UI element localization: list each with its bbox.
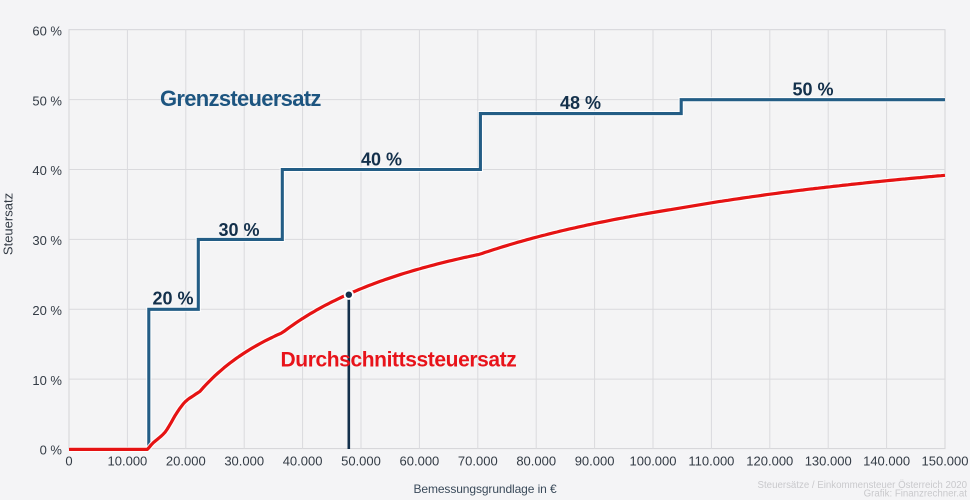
svg-text:0 %: 0 % — [40, 443, 63, 458]
svg-text:0: 0 — [65, 454, 72, 469]
svg-text:Durchschnittssteuersatz: Durchschnittssteuersatz — [281, 349, 517, 372]
svg-text:20.000: 20.000 — [166, 454, 206, 469]
svg-text:20 %: 20 % — [152, 289, 193, 309]
svg-text:60 %: 60 % — [32, 24, 62, 39]
svg-text:30 %: 30 % — [218, 220, 259, 240]
svg-text:140.000: 140.000 — [863, 454, 910, 469]
svg-text:Grafik: Finanzrechner.at: Grafik: Finanzrechner.at — [864, 489, 968, 500]
svg-text:100.000: 100.000 — [630, 454, 677, 469]
svg-text:Grenzsteuersatz: Grenzsteuersatz — [160, 86, 321, 111]
svg-text:120.000: 120.000 — [746, 454, 793, 469]
svg-text:50.000: 50.000 — [341, 454, 381, 469]
svg-text:50 %: 50 % — [792, 79, 833, 99]
svg-text:30 %: 30 % — [32, 233, 62, 248]
svg-text:40 %: 40 % — [32, 163, 62, 178]
svg-text:90.000: 90.000 — [575, 454, 615, 469]
svg-text:60.000: 60.000 — [400, 454, 440, 469]
svg-text:30.000: 30.000 — [224, 454, 264, 469]
svg-text:10.000: 10.000 — [108, 454, 148, 469]
svg-text:130.000: 130.000 — [805, 454, 852, 469]
svg-text:Steuersatz: Steuersatz — [1, 193, 16, 255]
svg-text:Bemessungsgrundlage in €: Bemessungsgrundlage in € — [413, 482, 556, 496]
svg-text:40 %: 40 % — [361, 150, 402, 170]
svg-text:48 %: 48 % — [560, 93, 601, 113]
svg-text:20 %: 20 % — [32, 303, 62, 318]
svg-text:110.000: 110.000 — [688, 454, 734, 469]
svg-text:40.000: 40.000 — [283, 454, 323, 469]
svg-text:70.000: 70.000 — [458, 454, 498, 469]
svg-text:50 %: 50 % — [32, 93, 62, 108]
svg-text:Steuersätze / Einkommensteuer: Steuersätze / Einkommensteuer Österreich… — [758, 480, 968, 491]
svg-text:80.000: 80.000 — [516, 454, 556, 469]
svg-text:150.000: 150.000 — [922, 454, 969, 469]
svg-text:10 %: 10 % — [32, 373, 62, 388]
